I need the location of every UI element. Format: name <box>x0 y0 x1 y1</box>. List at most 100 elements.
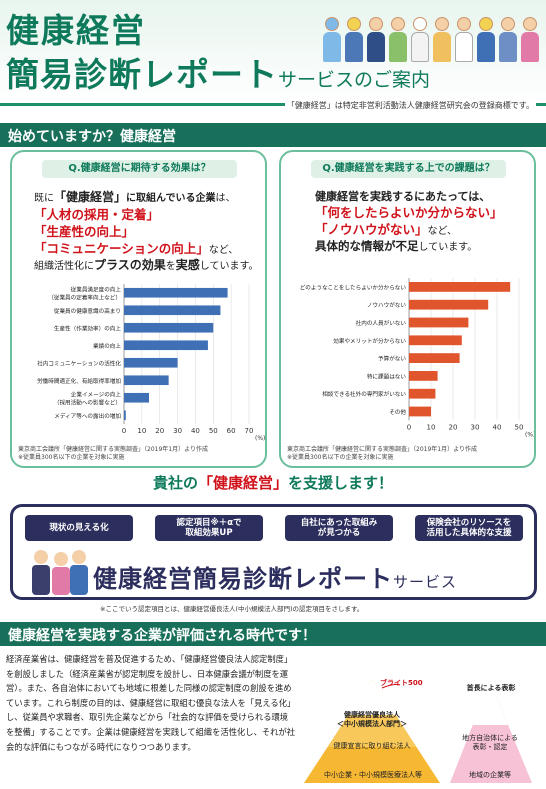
category-label: 特に課題はない <box>367 372 407 380</box>
category-label: 業績の向上 <box>93 342 121 350</box>
worker-icon <box>388 17 408 62</box>
bar <box>124 322 214 333</box>
bar <box>409 335 462 346</box>
workers-illustration <box>322 4 542 62</box>
left-intro-3: に取組んでいる企業 <box>126 193 216 204</box>
tick-label: 20 <box>449 423 458 431</box>
category-label: 社内の人員がいない <box>356 319 407 327</box>
left-item1: 「人材の採用・定着」 <box>34 207 160 222</box>
pyramid-right-top <box>472 681 508 725</box>
tick-label: 10 <box>137 427 146 435</box>
left-item3-suffix: など、 <box>208 245 239 256</box>
trademark-note: 「健康経営」は特定非営利活動法人健康経営研究会の登録商標です。 <box>284 100 536 111</box>
worker-icon <box>344 17 364 62</box>
worker-icon <box>498 17 518 62</box>
business-people-illustration <box>32 550 88 595</box>
right-item2-suffix: など、 <box>427 226 458 237</box>
pyramid-right-mid-2: 表彰・認定 <box>472 743 508 751</box>
section2-title: 健康経営を実践する企業が評価される時代です！ <box>0 622 546 646</box>
left-item3: 「コミュニケーションの向上」 <box>34 241 209 256</box>
right-question: Q.健康経営を実践する上での課題は？ <box>311 160 506 178</box>
right-text: 健康経営を実践するにあたっては、 「何をしたらよいか分からない」 「ノウハウがな… <box>315 190 545 255</box>
service-footnote: ※ここでいう認定項目とは、健康経営優良法人(中小規模法人部門)の認定項目をさしま… <box>100 605 364 613</box>
category-label: 相談できる社外の専門家がいない <box>322 390 406 398</box>
category-label: どのようなことをしたらよいか分からない <box>300 283 407 291</box>
left-outro-4: 実感 <box>175 258 200 272</box>
left-source-1: 東京商工会議所「健康経営に関する実態調査」（2019年1月）より作成 <box>18 446 208 453</box>
tick-label: 30 <box>471 423 480 431</box>
right-panel: Q.健康経営を実践する上での課題は？ 健康経営を実践するにあたっては、 「何をし… <box>279 150 536 468</box>
right-item1: 「何をしたらよいか分からない」 <box>315 205 503 220</box>
worker-icon <box>454 17 474 62</box>
worker-icon <box>410 17 430 62</box>
tick-label: 70 <box>245 427 254 435</box>
pyramid-right-shape <box>450 681 532 783</box>
bright-arrow <box>381 683 401 689</box>
title-line2-main: 簡易診断レポート <box>6 55 278 94</box>
bar <box>409 371 438 381</box>
bar <box>124 357 178 368</box>
tick-label: 60 <box>227 427 236 435</box>
right-outro-1: 具体的な情報が不足 <box>315 239 419 253</box>
worker-icon <box>366 17 386 62</box>
section2-body: 経済産業省は、健康経営を普及促進するため、「健康経営優良法人認定制度」を創設しま… <box>6 654 296 752</box>
service-title-main: 健康経営簡易診断レポート <box>93 564 393 593</box>
unit-label: (%) <box>525 431 534 438</box>
tick-label: 50 <box>209 427 218 435</box>
bar <box>409 353 460 363</box>
pyramid-right-title: 首長による表彰 <box>466 684 516 692</box>
right-source-1: 東京商工会議所「健康経営に関する実態調査」（2019年1月）より作成 <box>287 446 477 453</box>
category-label: 企業イメージの向上 <box>71 390 122 398</box>
right-outro-2: しています。 <box>418 242 478 253</box>
tick-label: 0 <box>122 427 126 435</box>
support-prefix: 貴社の <box>152 474 198 492</box>
title-line1: 健康経営 <box>6 11 146 50</box>
tick-label: 50 <box>515 423 524 431</box>
category-label: 社内コミュニケーションの活性化 <box>37 359 121 367</box>
bar <box>124 305 221 316</box>
left-source-2: ※従業員300名以下の企業を対象に実施 <box>18 454 125 461</box>
support-highlight: 「健康経営」 <box>197 474 288 492</box>
category-label: 労働時間適正化、有給取得率増加 <box>37 377 121 385</box>
title-line2: 簡易診断レポートサービスのご案内 <box>6 48 430 96</box>
category-label: 従業員満足度の向上 <box>71 285 122 293</box>
right-intro-1: 健康経営を実践するにあたっては、 <box>315 190 491 203</box>
left-chart: 0 10 20 30 40 50 60 70(%) 従業員満足度の向上（従業員の定着率向上など）… <box>37 284 265 442</box>
bar <box>409 282 511 292</box>
pyramid-left-title-1: 健康経営優良法人 <box>344 711 400 719</box>
certification-pyramids <box>304 679 532 783</box>
bar <box>409 388 436 399</box>
unit-label: (%) <box>255 435 265 442</box>
section1-title: 始めていますか？健康経営 <box>0 123 546 147</box>
tick-label: 40 <box>493 423 502 431</box>
bar <box>124 287 228 298</box>
pyramid-left-mid <box>328 715 416 747</box>
category-label: 生産性（作業効率）の向上 <box>54 324 122 332</box>
category-label: ノウハウがない <box>367 301 407 309</box>
category-label: 予算がない <box>378 355 406 363</box>
left-intro-1: 既に <box>34 193 54 204</box>
right-item2: 「ノウハウがない」 <box>315 222 428 237</box>
left-outro-1: 組織活性化に <box>34 261 94 272</box>
worker-icon <box>520 17 540 62</box>
bar <box>124 375 169 386</box>
pill-effect: 認定項目※＋αで 取組効果UP <box>155 515 263 541</box>
category-label: 効果やメリットが分からない <box>333 337 406 345</box>
worker-icon <box>476 17 496 62</box>
left-outro-5: しています。 <box>199 261 259 272</box>
pyramid-right-mid-1: 地方自治体による <box>462 734 518 742</box>
title-line2-sub: サービスのご案内 <box>278 69 431 91</box>
category-label: （採用活動への影響など） <box>54 398 121 406</box>
category-label: 従業員の健康意識の高まり <box>54 307 121 315</box>
pyramid-left-title-2: ＜中小規模法人部門＞ <box>337 720 407 728</box>
bar <box>409 406 431 417</box>
category-label: （従業員の定着率向上など） <box>48 293 121 301</box>
bar <box>409 317 469 328</box>
left-outro-2: プラスの効果 <box>94 258 166 272</box>
left-item2: 「生産性の向上」 <box>34 224 135 239</box>
bar <box>124 340 208 351</box>
category-label: その他 <box>389 408 406 416</box>
tick-label: 30 <box>173 427 182 435</box>
left-intro-4: は、 <box>215 193 236 204</box>
left-question: Q.健康経営に期待する効果は？ <box>42 160 237 178</box>
